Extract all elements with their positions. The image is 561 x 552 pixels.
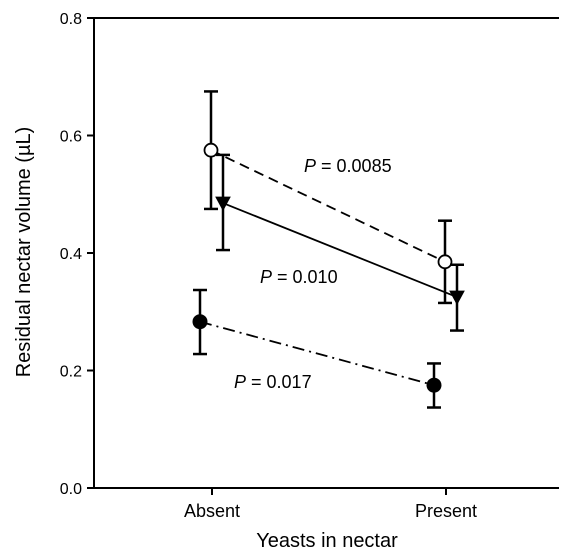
- p-value-annotation: P = 0.010: [260, 267, 338, 287]
- p-value-text: = 0.017: [246, 372, 312, 392]
- p-value-annotation: P = 0.017: [234, 372, 312, 392]
- data-point-filled-circle: [426, 377, 442, 393]
- data-point-triangle-down: [449, 290, 465, 306]
- data-point-open-circle: [203, 142, 219, 158]
- p-value-annotation: P = 0.0085: [304, 156, 392, 176]
- y-tick-label: 0.6: [60, 129, 82, 146]
- series-line: [199, 320, 435, 387]
- y-tick-label: 0.0: [60, 481, 82, 498]
- x-axis: Absent Present: [184, 488, 477, 521]
- p-symbol: P: [260, 267, 272, 287]
- series-line: [210, 149, 446, 263]
- data-point-triangle-down: [215, 196, 231, 212]
- series-2: [215, 153, 465, 332]
- series-line: [222, 202, 458, 298]
- p-value-text: = 0.0085: [316, 156, 392, 176]
- y-tick-label: 0.2: [60, 364, 82, 381]
- p-symbol: P: [304, 156, 316, 176]
- y-axis: 0.0 0.2 0.4 0.6 0.8: [60, 11, 94, 498]
- x-axis-title: Yeasts in nectar: [256, 530, 398, 552]
- series-layer: [192, 90, 465, 409]
- x-tick-label: Absent: [184, 501, 240, 521]
- x-tick-label: Present: [415, 501, 477, 521]
- y-axis-title: Residual nectar volume (µL): [13, 127, 35, 378]
- series-3: [192, 288, 442, 409]
- y-tick-label: 0.4: [60, 246, 82, 263]
- data-point-open-circle: [437, 254, 453, 270]
- plot-area: [93, 17, 559, 489]
- data-point-filled-circle: [192, 314, 208, 330]
- p-value-text: = 0.010: [272, 267, 338, 287]
- y-tick-label: 0.8: [60, 11, 82, 28]
- p-symbol: P: [234, 372, 246, 392]
- series-1: [203, 90, 453, 305]
